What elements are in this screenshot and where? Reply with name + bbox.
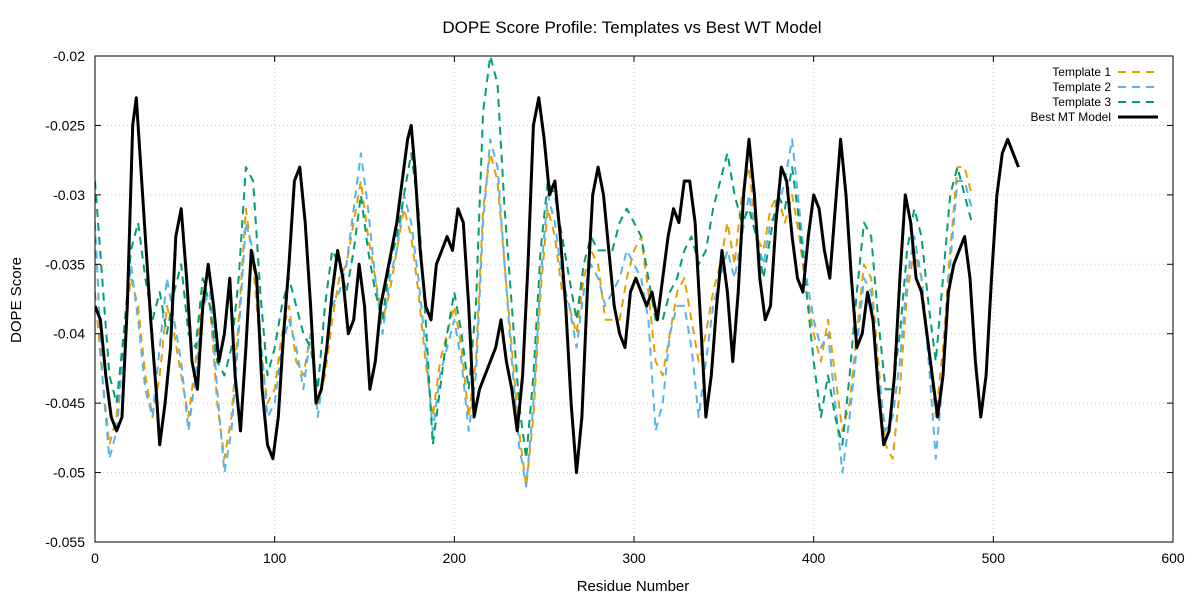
- series-line-template-1: [95, 152, 973, 488]
- x-tick-label: 500: [982, 550, 1006, 566]
- y-tick-label: -0.055: [45, 534, 85, 550]
- y-tick-label: -0.045: [45, 395, 85, 411]
- chart-title: DOPE Score Profile: Templates vs Best WT…: [442, 18, 821, 37]
- grid: [95, 56, 1173, 542]
- x-tick-label: 600: [1161, 550, 1185, 566]
- legend-label: Template 1: [1052, 65, 1111, 79]
- y-tick-label: -0.035: [45, 256, 85, 272]
- y-axis-label: DOPE Score: [8, 257, 25, 343]
- x-tick-label: 100: [263, 550, 287, 566]
- axis-ticks: 0 100 200 300 400 500 600 -0.055 -0.05 -0.045 -0.0…: [45, 48, 1185, 566]
- y-tick-label: -0.025: [45, 117, 85, 133]
- y-tick-label: -0.02: [53, 48, 85, 64]
- x-tick-label: 0: [91, 550, 99, 566]
- series-line-best-mt-model: [95, 96, 1020, 475]
- series-line-template-3: [95, 56, 973, 460]
- series-line-template-2: [95, 138, 973, 488]
- x-axis-label: Residue Number: [577, 578, 690, 595]
- legend-label: Best MT Model: [1031, 110, 1111, 124]
- y-tick-label: -0.05: [53, 465, 85, 481]
- x-tick-label: 300: [622, 550, 646, 566]
- y-tick-label: -0.04: [53, 326, 85, 342]
- x-tick-label: 400: [802, 550, 826, 566]
- series-layer: [95, 56, 1020, 488]
- y-tick-label: -0.03: [53, 187, 85, 203]
- legend-label: Template 2: [1052, 80, 1111, 94]
- legend-label: Template 3: [1052, 95, 1111, 109]
- x-tick-label: 200: [443, 550, 467, 566]
